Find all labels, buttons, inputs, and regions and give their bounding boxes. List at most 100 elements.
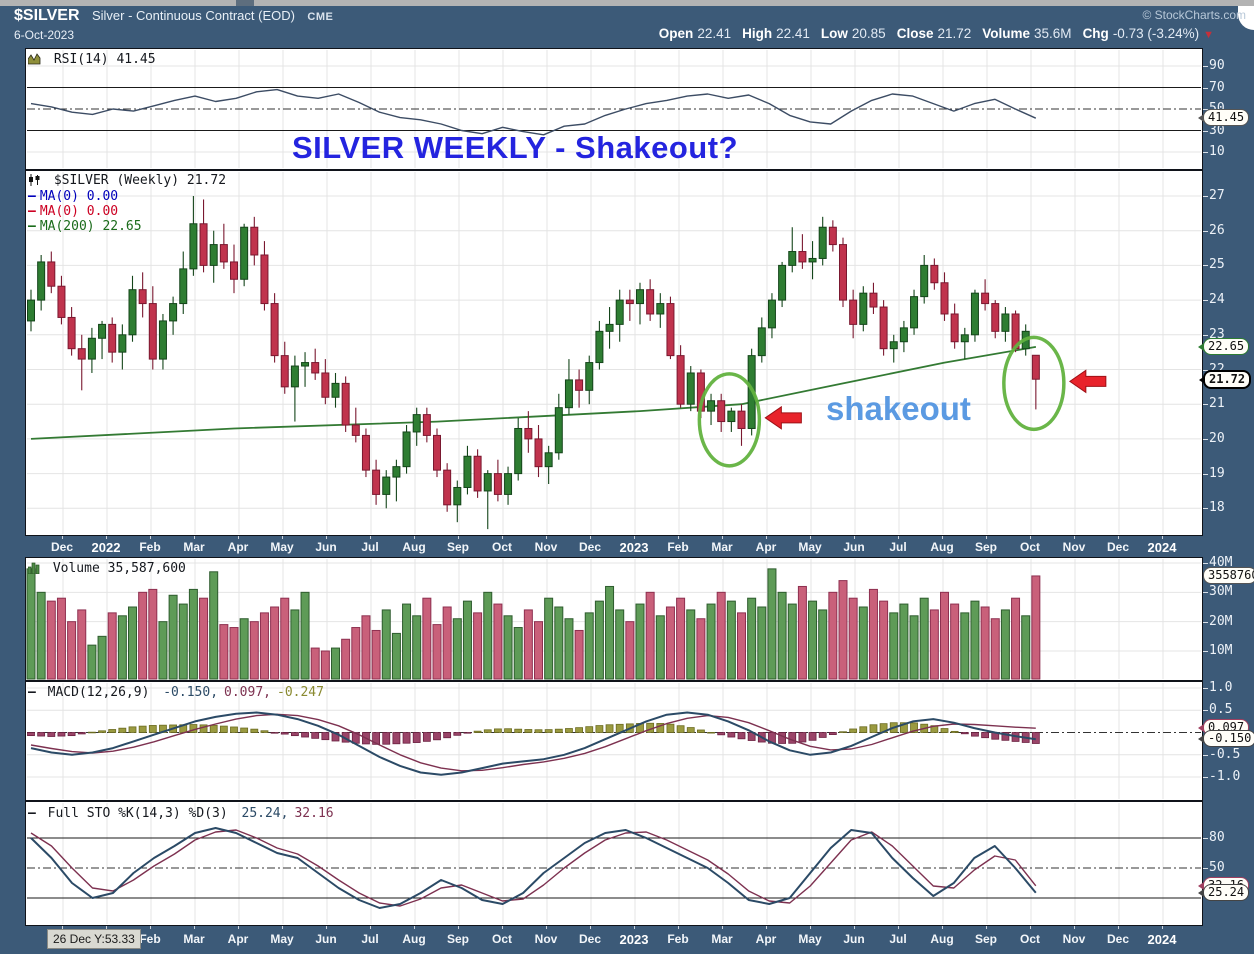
x-axis-month-label: 2022 [91,540,121,555]
x-axis-tick [370,536,371,539]
x-axis-tick [194,536,195,539]
shakeout-arrow-icon [764,405,802,430]
y-axis-label: 25 [1209,257,1225,273]
y-axis-label: 21 [1209,396,1225,412]
x-axis-month-label: Dec [578,932,602,946]
y-axis-label: 30M [1209,584,1233,600]
x-axis-month-label: Aug [930,540,954,554]
chart-type-icon [29,174,40,186]
volume-panel[interactable] [25,557,1203,681]
y-axis-tick [1203,230,1208,232]
y-axis-tick [1203,300,1208,302]
x-axis-tick [326,926,327,929]
price-legend-text: $SILVER (Weekly) 21.72 [53,173,227,188]
quote-value: 35.6M [1034,26,1072,41]
x-axis-tick [634,926,635,929]
value-callout: 25.24 [1198,883,1250,901]
y-axis-label: 80 [1209,830,1225,845]
x-axis-tick [678,926,679,929]
x-axis-tick [62,926,63,929]
stochastics-plot[interactable] [26,802,1202,925]
x-axis-month-label: Oct [1019,540,1041,554]
x-axis-tick [1118,536,1119,539]
x-axis-month-label: Apr [755,932,777,946]
x-axis-tick [986,926,987,929]
quote-value: -0.73 (-3.24%) [1112,26,1200,41]
quote-value: 20.85 [851,26,886,41]
price-panel[interactable] [25,170,1203,536]
x-axis-month-label: Apr [227,540,249,554]
x-axis-tick [766,536,767,539]
y-axis-tick [1203,592,1208,594]
y-axis-label: 50 [1209,860,1225,875]
copyright-label: © StockCharts.com [1142,8,1246,22]
callout-pointer-icon [1198,114,1204,123]
x-axis-tick [238,536,239,539]
x-axis-month-label: Dec [50,540,74,554]
x-axis-month-label: Mar [183,540,205,554]
quote-value: 22.41 [697,26,732,41]
y-axis-label: 30 [1209,122,1225,138]
x-axis-month-label: May [270,932,294,946]
value-callout: 21.72 [1199,370,1252,390]
quote-label: Close [896,26,934,41]
legend-value: -0.247 [277,685,324,700]
sto-line-swatch: — [28,806,36,821]
x-axis-tick [722,926,723,929]
x-axis-month-label: Feb [667,932,689,946]
ma-legend-row: — MA(200) 22.65 [28,219,142,234]
x-axis-tick [502,536,503,539]
x-axis-month-label: Jul [361,932,379,946]
page-corner [1238,6,1254,30]
rsi-plot[interactable] [26,49,1202,169]
x-axis-month-label: Dec [578,540,602,554]
x-axis-tick [106,926,107,929]
callout-pointer-icon [1198,724,1204,733]
x-axis-tick [634,536,635,539]
x-axis-tick [722,536,723,539]
ma-legend-label: MA(200) 22.65 [39,219,142,234]
y-axis-label: 26 [1209,222,1225,238]
y-axis-label: 18 [1209,500,1225,516]
stochastics-panel[interactable] [25,801,1203,926]
y-axis-tick [1203,66,1208,67]
rsi-legend-text: RSI(14) 41.45 [53,52,156,67]
symbol-label: $SILVER [14,7,80,24]
y-axis-tick [1203,688,1208,689]
x-axis-month-label: Feb [667,540,689,554]
y-axis-tick [1203,710,1208,712]
x-axis-tick [590,926,591,929]
callout-pointer-icon [1198,342,1204,351]
price-plot[interactable] [26,171,1202,535]
quote-label: Open [658,26,694,41]
macd-plot[interactable] [26,682,1202,800]
y-axis-label: 27 [1209,188,1225,203]
macd-line-swatch: — [28,685,36,700]
y-axis-tick [1203,473,1208,475]
symbol-description: Silver - Continuous Contract (EOD) [91,8,295,23]
macd-panel[interactable] [25,681,1203,801]
rsi-panel[interactable] [25,48,1203,170]
x-axis-month-label: May [270,540,294,554]
x-axis-tick [414,926,415,929]
x-axis-month-label: 2024 [1147,932,1177,947]
value-callout: 22.65 [1198,337,1250,355]
y-axis-tick [1203,650,1208,652]
price-legend: $SILVER (Weekly) 21.72 [28,173,226,188]
rsi-legend: RSI(14) 41.45 [27,52,156,67]
quote-label: Volume [982,26,1031,41]
exchange-label: CME [307,11,334,23]
shakeout-circle [697,372,762,468]
change-down-icon: ▼ [1203,29,1214,41]
y-axis-label: 10 [1209,144,1225,159]
macd-legend: — MACD(12,26,9) -0.150, 0.097, -0.247 [28,685,324,700]
rsi-indicator-icon [27,53,41,65]
callout-pointer-icon [1198,881,1204,890]
x-axis-tick [986,536,987,539]
volume-plot[interactable] [26,558,1202,680]
legend-value: 32.16 [294,806,334,821]
x-axis-tick [942,926,943,929]
stochastics-legend: — Full STO %K(14,3) %D(3) 25.24, 32.16 [28,806,334,821]
x-axis-month-label: Feb [139,932,161,946]
y-axis-tick [1203,754,1208,756]
